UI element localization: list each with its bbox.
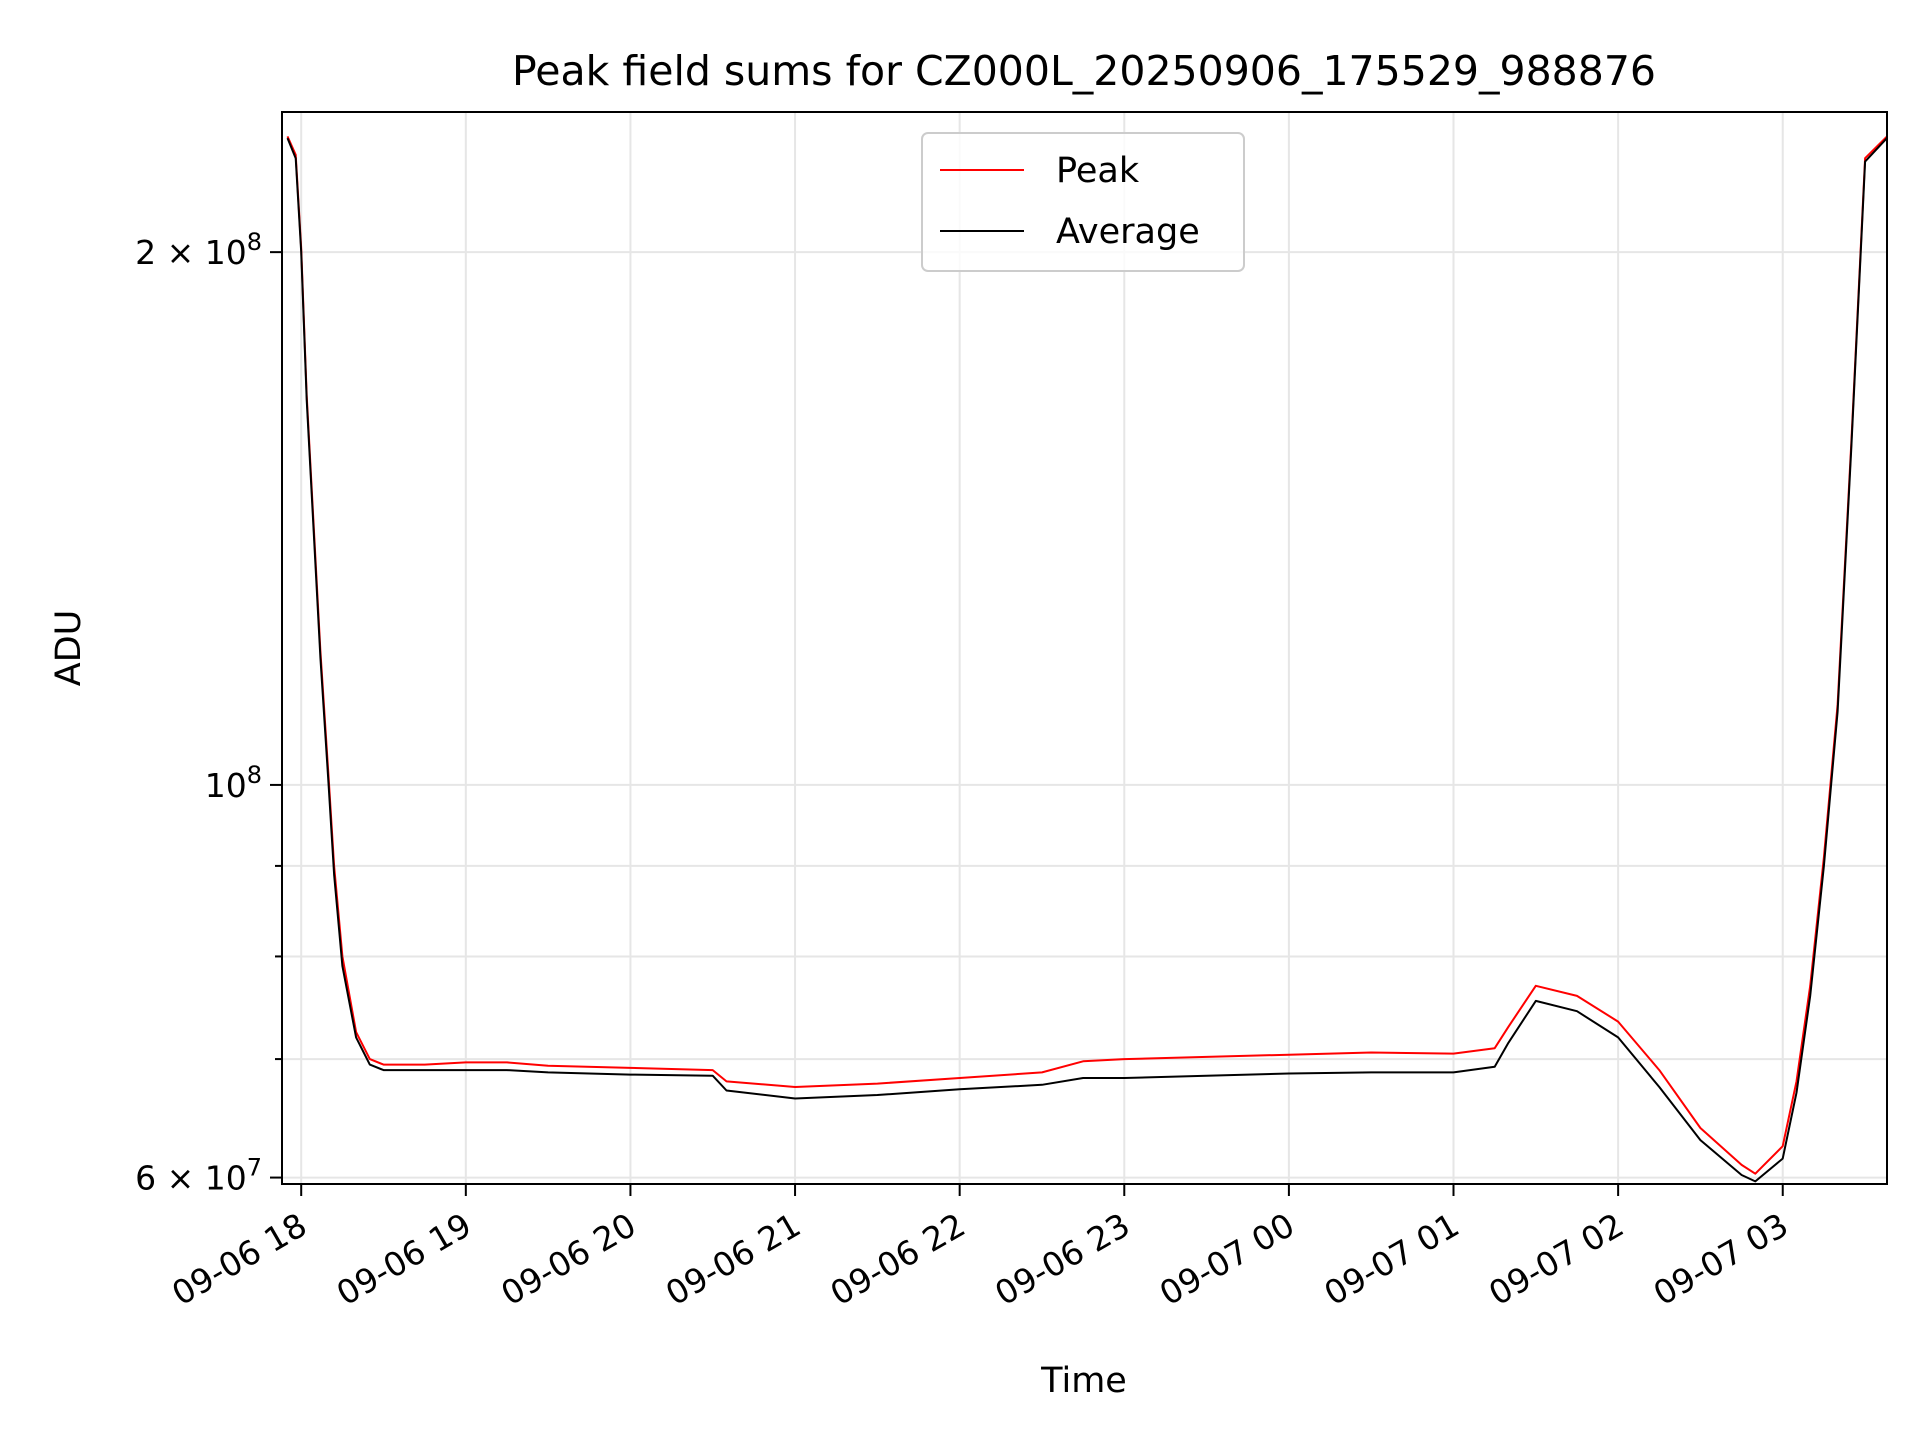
legend-box bbox=[921, 132, 1245, 272]
y-tick-label: 108 bbox=[205, 761, 262, 805]
y-axis-label: ADU bbox=[49, 610, 89, 687]
series-line-average bbox=[286, 137, 1888, 1183]
legend-label-peak: Peak bbox=[1056, 151, 1140, 191]
plot-lines bbox=[286, 135, 1888, 1183]
grid bbox=[282, 112, 1887, 1184]
y-tick-label: 2 × 108 bbox=[135, 228, 262, 272]
y-tick-label: 6 × 107 bbox=[135, 1154, 262, 1198]
plot-frame bbox=[281, 111, 1888, 1185]
y-axis-ticks: 6 × 107 108 2 × 108 bbox=[135, 228, 282, 1198]
legend: Peak Average bbox=[921, 132, 1245, 272]
chart-title: Peak field sums for CZ000L_20250906_1755… bbox=[512, 47, 1656, 95]
x-axis-label: Time bbox=[1040, 1361, 1127, 1401]
legend-label-average: Average bbox=[1056, 212, 1200, 252]
